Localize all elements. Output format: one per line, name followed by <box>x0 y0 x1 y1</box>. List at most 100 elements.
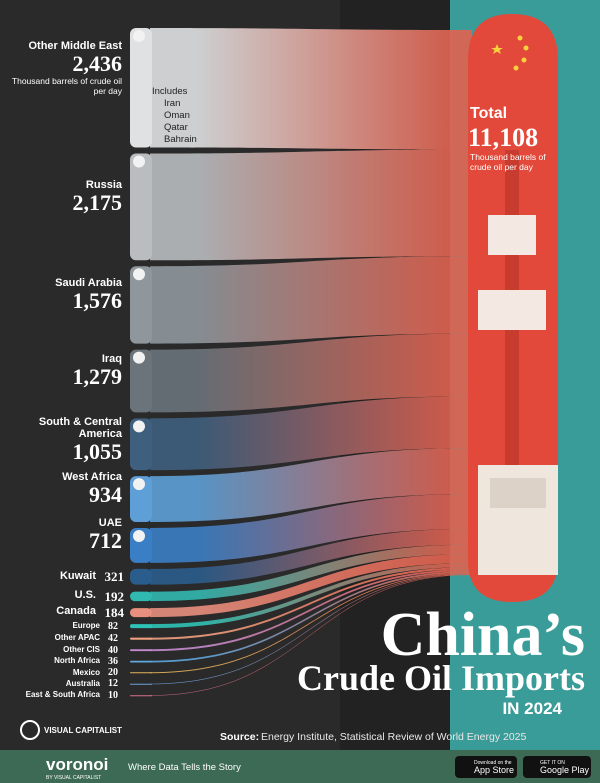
flow <box>150 569 472 652</box>
bar <box>130 591 152 602</box>
value-label: 1,279 <box>72 363 123 389</box>
period: IN 2024 <box>502 699 562 718</box>
flag <box>133 30 145 42</box>
value-label: 1,576 <box>72 287 123 313</box>
flag <box>133 478 145 491</box>
category-label: U.S. <box>74 589 96 602</box>
bar <box>130 672 152 674</box>
include-item: Oman <box>164 110 190 121</box>
includes: Includes Iran Oman Qatar Bahrain <box>152 86 197 146</box>
label: Russia 2,175 <box>10 178 123 215</box>
category-label: Europe <box>72 620 100 630</box>
bar <box>130 608 152 618</box>
subtitle: Crude Oil Imports <box>297 658 585 698</box>
value-label: 2,175 <box>72 189 123 215</box>
title: China’s <box>381 601 585 669</box>
label: Other Middle East 2,436 Thousand barrels o… <box>10 40 122 96</box>
includes-label: Includes <box>152 86 188 97</box>
ship <box>468 14 558 602</box>
label: West Africa 934 <box>10 471 122 507</box>
source-label: Source: <box>220 731 259 743</box>
bar <box>130 349 152 413</box>
flow <box>150 493 472 563</box>
category-label: Other CIS <box>63 644 100 654</box>
bar <box>130 649 152 652</box>
total-label: Total <box>470 105 507 122</box>
flag <box>133 268 145 281</box>
category-label: Canada <box>56 605 96 618</box>
label: South & Central America 1,055 <box>10 416 122 464</box>
value-label: 36 <box>108 655 118 667</box>
value-label: 20 <box>108 667 118 679</box>
app-store: App Store <box>474 765 514 775</box>
flow <box>150 571 472 663</box>
value-label: 184 <box>104 604 125 620</box>
category-label: Kuwait <box>59 569 96 582</box>
flag <box>133 529 145 542</box>
value-label: 2,436 <box>72 50 123 76</box>
include-item: Iran <box>164 98 181 109</box>
app-store-small: Download on the <box>474 760 512 766</box>
app-by: BY VISUAL CAPITALIST <box>46 775 101 781</box>
value-label: 40 <box>108 644 118 656</box>
value-label: 82 <box>108 620 118 632</box>
flag <box>133 155 145 168</box>
google-small: GET IT ON <box>540 760 565 766</box>
bar <box>130 418 152 471</box>
include-item: Bahrain <box>164 134 197 145</box>
flow <box>150 544 472 602</box>
flow <box>150 572 472 674</box>
category-label: North Africa <box>54 656 100 666</box>
flow <box>150 528 472 585</box>
bar <box>130 695 152 697</box>
app-name: voronoi <box>46 755 108 774</box>
value-label: 712 <box>89 528 122 554</box>
flow <box>150 256 472 344</box>
total-value: 11,108 <box>468 123 538 152</box>
value-label: 192 <box>104 588 125 604</box>
category-label: Australia <box>65 678 100 688</box>
value-label: 934 <box>89 482 122 508</box>
bar <box>130 637 152 640</box>
total-unit: Thousand barrels of crude oil per day <box>470 152 546 172</box>
category-label: Russia <box>85 178 122 191</box>
category-label: South & Central America <box>38 416 122 441</box>
category-label: East & South Africa <box>25 690 100 700</box>
brand-logo <box>20 720 40 740</box>
value-label: 1,055 <box>72 439 123 465</box>
include-item: Qatar <box>164 122 188 133</box>
bar <box>130 153 152 261</box>
flow <box>150 554 472 618</box>
category-label: Saudi Arabia <box>55 276 122 289</box>
label: Saudi Arabia 1,576 <box>10 277 122 313</box>
flow <box>150 333 472 413</box>
category-label: UAE <box>98 517 122 530</box>
flow <box>150 396 472 471</box>
bar <box>130 683 152 685</box>
value-label: 42 <box>108 633 118 645</box>
app-store-button[interactable] <box>455 756 517 778</box>
bar <box>130 266 152 344</box>
label: Iraq 1,279 <box>10 352 123 389</box>
bar <box>130 28 152 148</box>
category-label: Iraq <box>101 352 122 365</box>
unit-label: Thousand barrels of crude oil per day <box>11 75 122 96</box>
bar <box>130 624 152 629</box>
google-play-button[interactable] <box>523 756 591 778</box>
tagline: Where Data Tells the Story <box>128 762 241 773</box>
flow <box>150 28 472 150</box>
bar <box>130 568 152 585</box>
brand: VISUAL CAPITALIST <box>44 726 122 735</box>
google-play: Google Play <box>540 765 590 775</box>
flow <box>150 149 472 261</box>
source: Energy Institute, Statistical Review of … <box>261 731 527 743</box>
value-label: 321 <box>104 569 125 585</box>
value-label: 12 <box>108 678 118 690</box>
flow <box>150 567 472 640</box>
bar <box>130 660 152 663</box>
category-label: Mexico <box>72 667 100 677</box>
flag <box>133 420 145 433</box>
category-label: Other Middle East <box>28 39 122 52</box>
